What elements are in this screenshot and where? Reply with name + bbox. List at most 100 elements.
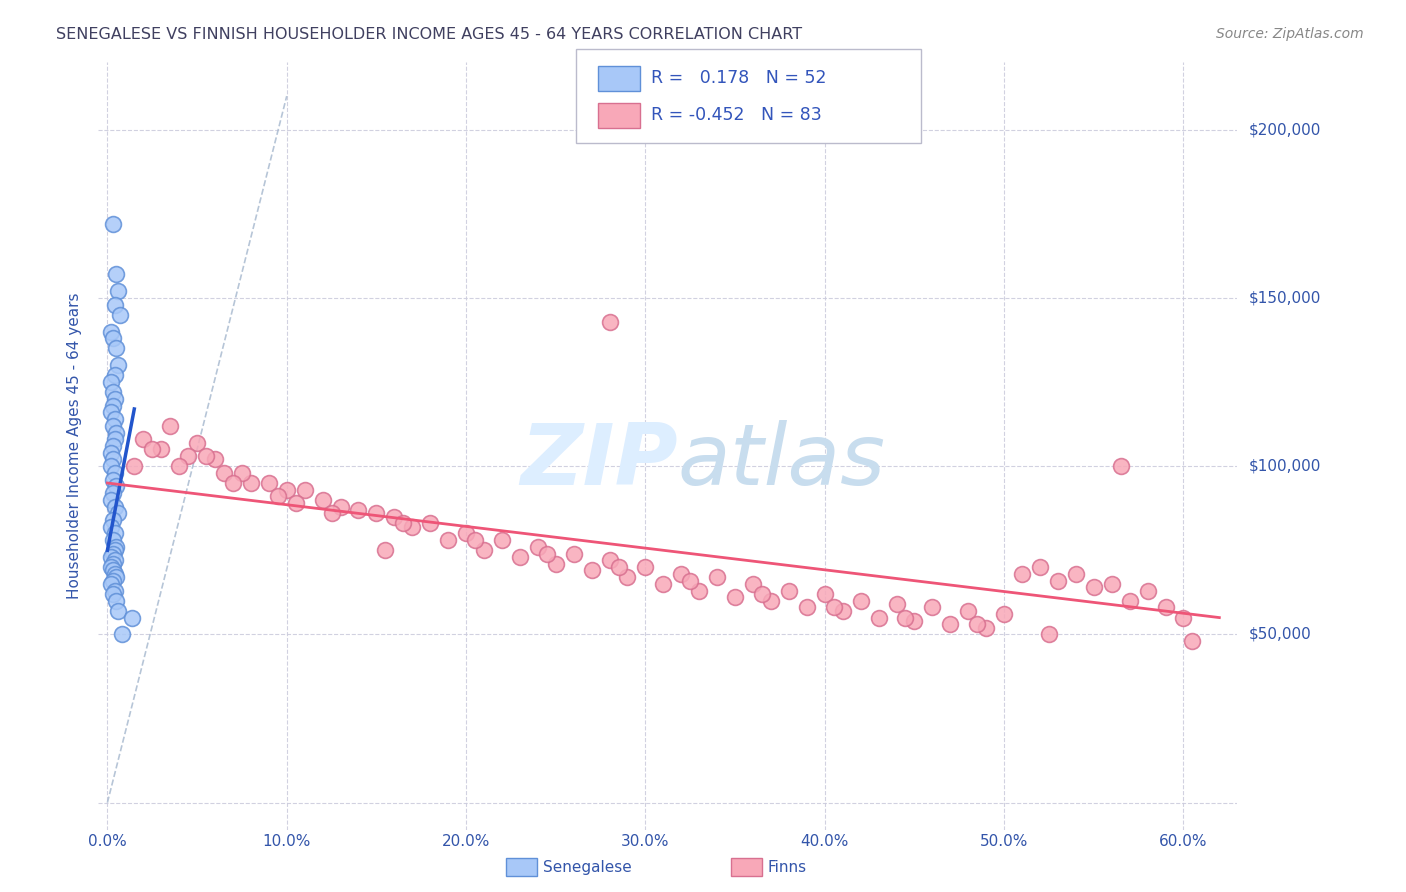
Point [101,557,124,571]
Point [257,475,280,490]
Point [1011,566,1033,581]
Point [966,617,988,632]
Point [454,526,477,541]
Point [239,475,262,490]
Point [195,449,218,463]
Point [276,483,298,497]
Point [101,439,124,453]
Point [903,614,925,628]
Point [419,516,441,531]
Point [1101,577,1123,591]
Point [831,604,853,618]
Point [101,399,124,413]
Point [105,570,128,584]
Point [101,331,124,345]
Point [921,600,943,615]
Point [100,405,122,419]
Point [105,425,128,440]
Point [105,342,128,356]
Point [100,459,122,474]
Point [392,516,415,531]
Point [101,533,124,548]
Point [105,594,128,608]
Point [1064,566,1087,581]
Point [1038,627,1060,641]
Point [1046,574,1069,588]
Point [509,549,531,564]
Point [103,412,125,426]
Point [796,600,818,615]
Point [607,560,630,574]
Point [814,587,837,601]
Text: Source: ZipAtlas.com: Source: ZipAtlas.com [1216,27,1364,41]
Point [823,600,845,615]
Point [101,587,124,601]
Point [121,610,143,624]
Point [107,604,129,618]
Point [759,594,782,608]
Point [103,368,125,383]
Text: SENEGALESE VS FINNISH HOUSEHOLDER INCOME AGES 45 - 64 YEARS CORRELATION CHART: SENEGALESE VS FINNISH HOUSEHOLDER INCOME… [56,27,803,42]
Text: $100,000: $100,000 [1249,458,1320,474]
Point [100,520,122,534]
Point [105,540,128,554]
Point [886,597,908,611]
Point [100,446,122,460]
Point [957,604,980,618]
Point [204,452,226,467]
Text: R = -0.452   N = 83: R = -0.452 N = 83 [651,106,821,124]
Point [321,506,343,520]
Point [599,314,621,328]
Point [1029,560,1052,574]
Point [150,442,173,457]
Point [107,284,129,298]
Point [652,577,675,591]
Point [437,533,460,548]
Point [939,617,962,632]
Point [311,492,333,507]
Point [100,549,122,564]
Point [894,610,917,624]
Point [105,479,128,493]
Point [679,574,702,588]
Point [159,418,181,433]
Point [347,503,370,517]
Point [100,560,122,574]
Point [401,520,423,534]
Point [111,627,134,641]
Point [103,566,125,581]
Point [107,358,129,372]
Text: $200,000: $200,000 [1249,122,1320,137]
Point [751,587,773,601]
Point [599,553,621,567]
Point [100,325,122,339]
Point [108,308,131,322]
Point [103,432,125,446]
Point [464,533,486,548]
Point [706,570,728,584]
Point [124,459,146,474]
Point [103,543,125,558]
Point [101,385,124,400]
Text: $50,000: $50,000 [1249,627,1312,642]
Point [634,560,657,574]
Point [1083,580,1105,594]
Point [103,500,125,514]
Point [103,392,125,406]
Point [1136,583,1159,598]
Point [141,442,163,457]
Text: R =   0.178   N = 52: R = 0.178 N = 52 [651,70,827,87]
Point [536,547,558,561]
Point [724,591,747,605]
Point [101,452,124,467]
Point [366,506,388,520]
Point [177,449,200,463]
Point [103,526,125,541]
Text: ZIP: ZIP [520,420,678,503]
Point [101,574,124,588]
Point [212,466,235,480]
Point [186,435,208,450]
Point [671,566,693,581]
Point [849,594,872,608]
Text: Senegalese: Senegalese [543,860,631,874]
